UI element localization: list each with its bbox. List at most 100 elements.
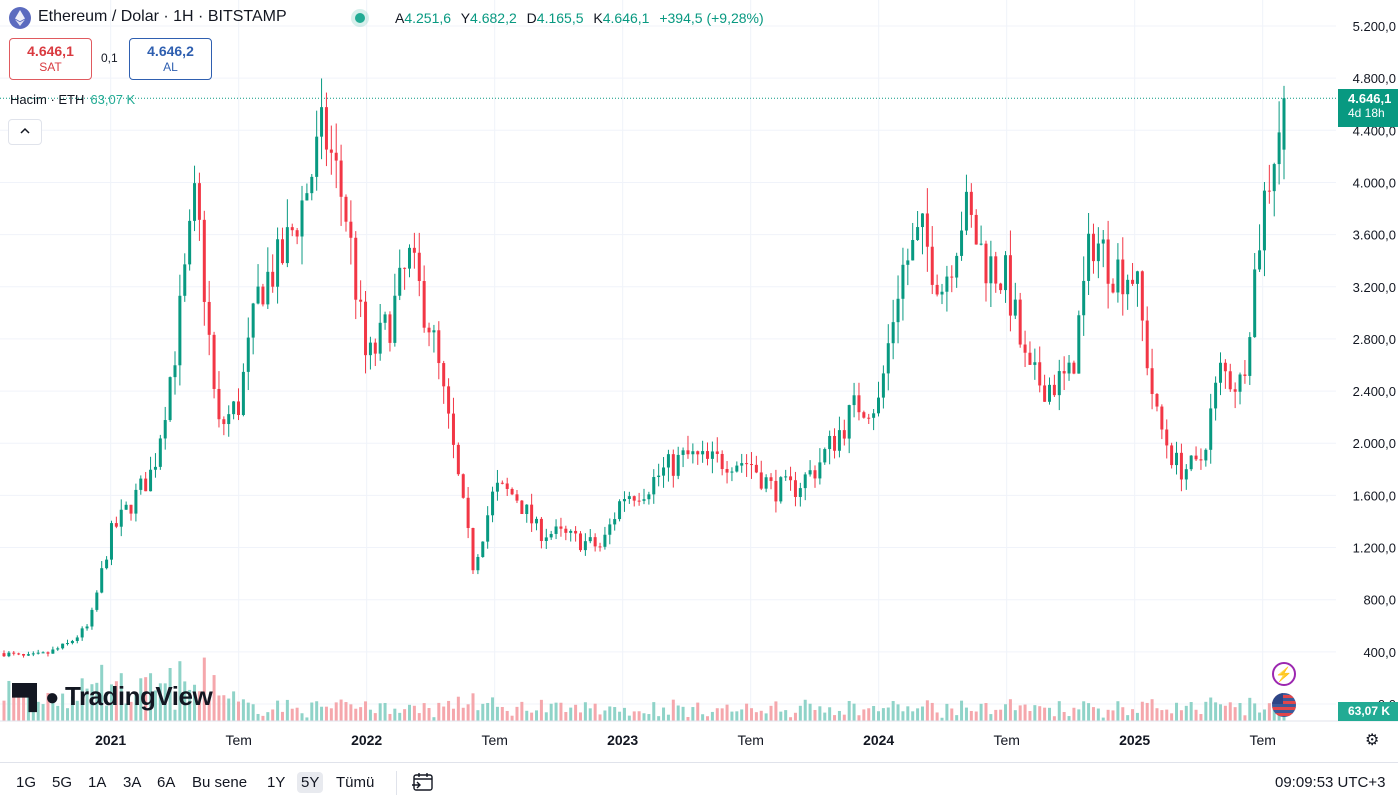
- volume-bar: [539, 699, 543, 721]
- volume-bar: [1047, 707, 1051, 721]
- volume-bar: [530, 712, 534, 721]
- volume-bar: [662, 707, 666, 721]
- candle-body: [637, 500, 641, 502]
- candle-body: [554, 526, 558, 534]
- candle-body: [774, 480, 778, 502]
- volume-bar: [901, 711, 905, 721]
- candle-body: [197, 183, 201, 220]
- range-ytd-button[interactable]: Bu sene: [192, 774, 248, 791]
- tradingview-logo[interactable]: ▀▌● TradingView: [12, 681, 213, 712]
- volume-bar: [1008, 699, 1012, 721]
- volume-bar: [383, 702, 387, 721]
- candle-body: [56, 648, 60, 650]
- candle-body: [852, 395, 856, 406]
- candle-body: [583, 541, 587, 551]
- volume-bar: [789, 717, 793, 721]
- buy-button[interactable]: 4.646,2 AL: [129, 38, 212, 80]
- collapse-legend-button[interactable]: [8, 119, 42, 145]
- candle-body: [471, 527, 475, 571]
- candle-body: [368, 342, 372, 356]
- price-chart[interactable]: 5.200,0 4.800,0 4.400,0 4.000,0 3.600,0 3.200…: [0, 0, 1398, 762]
- candle-body: [183, 264, 187, 296]
- volume-bar: [134, 693, 138, 721]
- volume-bar: [647, 714, 651, 721]
- candle-body: [1140, 271, 1144, 321]
- volume-bar: [666, 714, 670, 721]
- volume-bar: [974, 711, 978, 721]
- range-6m-button[interactable]: 6A: [157, 774, 176, 791]
- volume-bar: [886, 707, 890, 721]
- time-tick-label: Tem: [993, 732, 1019, 748]
- volume-bar: [622, 707, 626, 721]
- lightning-event-icon[interactable]: ⚡: [1272, 662, 1296, 686]
- candle-body: [1101, 239, 1105, 244]
- candle-body: [80, 628, 84, 638]
- volume-bar: [1253, 703, 1257, 721]
- volume-bar: [598, 714, 602, 721]
- candle-body: [1067, 362, 1071, 374]
- calendar-goto-date-icon[interactable]: [412, 772, 434, 792]
- candle-body: [1121, 259, 1125, 295]
- volume-bar: [525, 710, 529, 721]
- volume-bar: [1262, 709, 1266, 721]
- range-3m-button[interactable]: 3A: [123, 774, 142, 791]
- time-tick-label: 2022: [351, 732, 382, 748]
- range-5y-button[interactable]: 5Y: [297, 772, 324, 793]
- range-all-button[interactable]: Tümü: [336, 774, 375, 791]
- candle-body: [803, 474, 807, 489]
- candle-body: [686, 450, 690, 455]
- volume-bar: [344, 702, 348, 721]
- volume-bar: [266, 712, 270, 721]
- candle-body: [530, 504, 534, 524]
- candle-body: [710, 451, 714, 459]
- candle-body: [1111, 283, 1115, 293]
- symbol-title[interactable]: Ethereum / Dolar · 1H · BITSTAMP: [38, 8, 287, 25]
- close-value: 4.646,1: [602, 10, 650, 26]
- volume-indicator-legend[interactable]: Hacim · ETH 63,07 K: [10, 92, 135, 107]
- volume-bar: [505, 710, 509, 721]
- volume-bar: [642, 713, 646, 721]
- time-axis[interactable]: 2021 Tem 2022 Tem 2023 Tem 2024 Tem 2025 Tem: [95, 732, 1276, 748]
- range-1y-button[interactable]: 1Y: [267, 774, 286, 791]
- us-flag-event-icon[interactable]: [1272, 693, 1296, 717]
- candle-body: [666, 454, 670, 468]
- candle-body: [251, 303, 255, 338]
- volume-bar: [70, 696, 74, 721]
- price-tick-label: 2.400,0: [1353, 384, 1396, 399]
- volume-bar: [1189, 702, 1193, 721]
- candle-body: [495, 482, 499, 492]
- change-value: +394,5 (+9,28%): [659, 10, 764, 26]
- candle-body: [535, 518, 539, 524]
- price-axis[interactable]: 5.200,0 4.800,0 4.400,0 4.000,0 3.600,0 3.200…: [1353, 19, 1396, 712]
- volume-bar: [1170, 713, 1174, 721]
- range-1m-button[interactable]: 1A: [88, 774, 107, 791]
- open-label: A: [395, 10, 405, 26]
- volume-bar: [447, 700, 451, 721]
- sell-button[interactable]: 4.646,1 SAT: [9, 38, 92, 80]
- volume-bar: [422, 703, 426, 721]
- candle-body: [354, 237, 358, 300]
- candle-body: [1218, 362, 1222, 383]
- volume-bar: [1052, 716, 1056, 721]
- gear-icon[interactable]: ⚙: [1365, 732, 1380, 749]
- volume-bar: [393, 708, 397, 721]
- candle-body: [168, 377, 172, 421]
- candle-body: [764, 477, 768, 489]
- range-5d-button[interactable]: 5G: [52, 774, 73, 791]
- volume-bar: [930, 702, 934, 721]
- volume-bar: [955, 715, 959, 721]
- candle-body: [916, 227, 920, 240]
- range-1d-button[interactable]: 1G: [16, 774, 37, 791]
- volume-bar: [232, 691, 236, 721]
- sell-label: SAT: [39, 60, 62, 74]
- volume-bar: [740, 709, 744, 721]
- volume-bar: [178, 661, 182, 721]
- last-price-tag: 4.646,1 4d 18h: [1338, 89, 1398, 127]
- timezone-clock[interactable]: 09:09:53 UTC+3: [1275, 774, 1386, 791]
- candle-body: [232, 401, 236, 415]
- volume-bar: [1101, 717, 1105, 721]
- candle-body: [520, 500, 524, 515]
- volume-bar: [1209, 697, 1213, 721]
- candle-body: [364, 301, 368, 356]
- volume-bar: [129, 701, 133, 721]
